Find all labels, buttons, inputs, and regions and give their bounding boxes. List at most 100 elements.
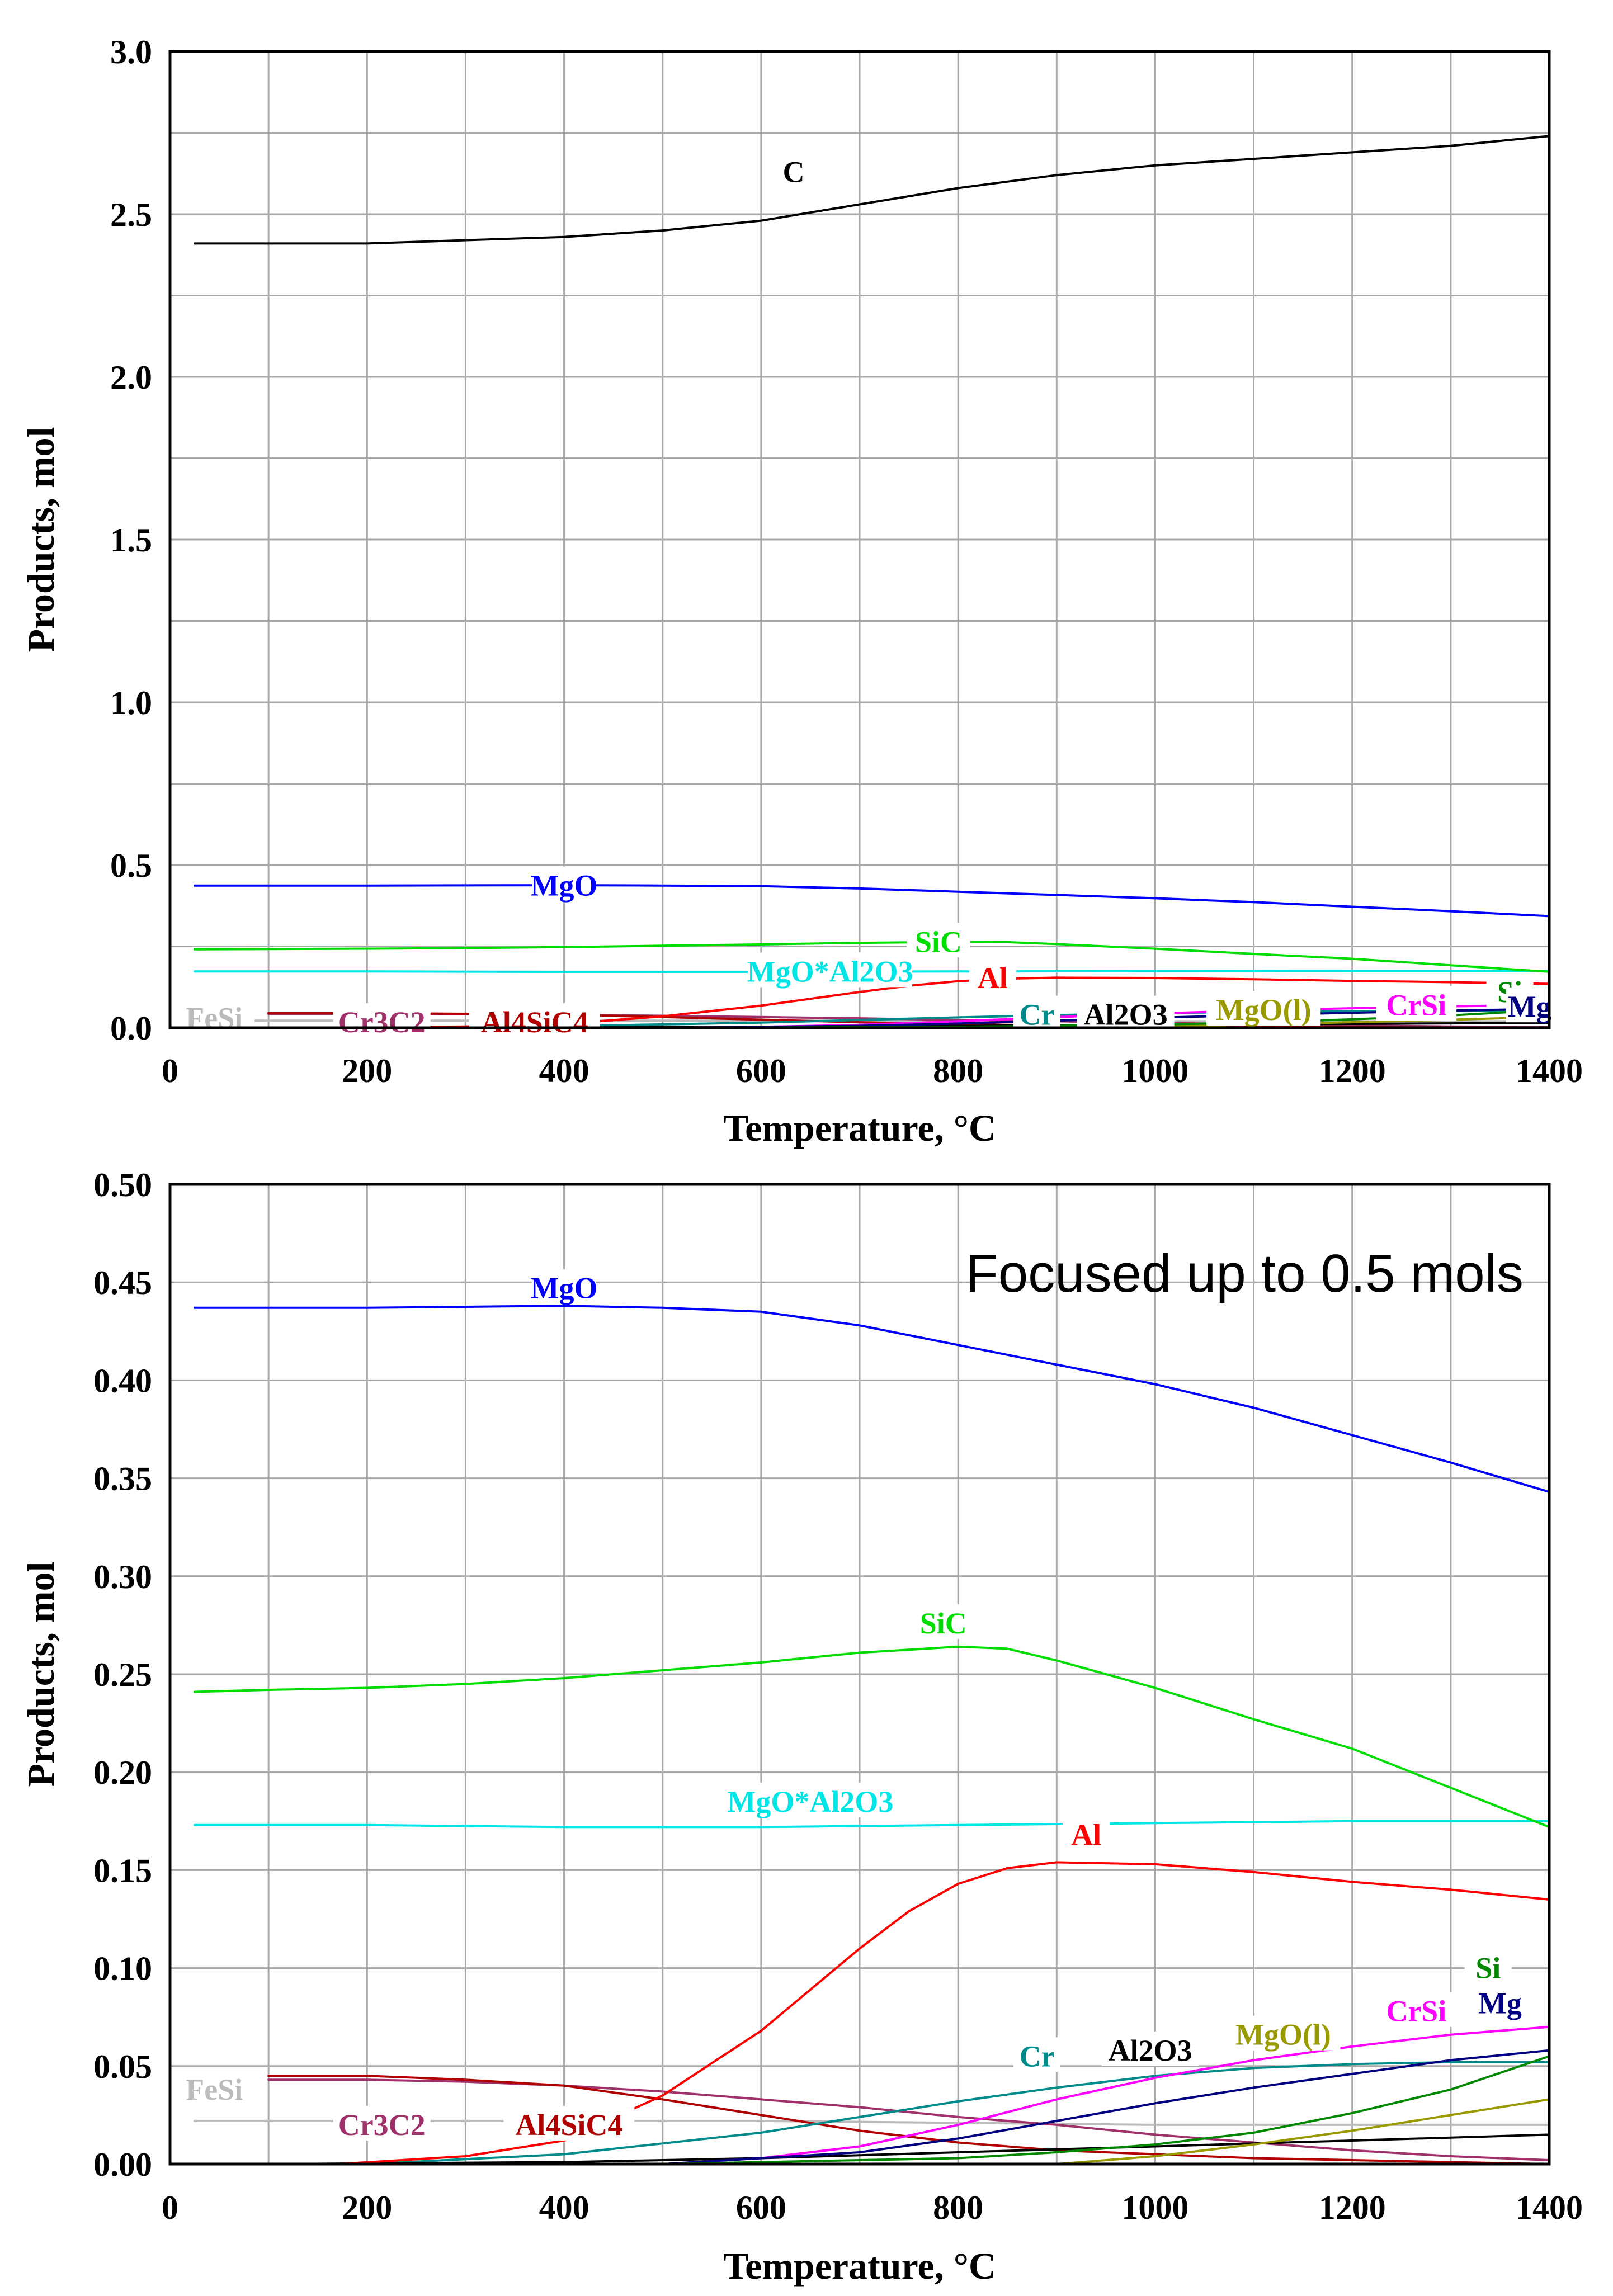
x-tick-label: 600 bbox=[736, 1052, 786, 1089]
x-axis-label: Temperature, °C bbox=[723, 2245, 996, 2287]
y-tick-label: 0.25 bbox=[93, 1656, 152, 1693]
series-label-mgo-l-: MgO(l) bbox=[1235, 2018, 1331, 2052]
series-label-background bbox=[469, 1003, 600, 1038]
x-tick-label: 200 bbox=[342, 1052, 392, 1089]
y-tick-label: 2.0 bbox=[110, 359, 152, 396]
series-label-al4sic4: Al4SiC4 bbox=[515, 2108, 622, 2142]
x-tick-label: 0 bbox=[162, 2189, 178, 2226]
series-label-background bbox=[503, 2105, 635, 2141]
series-label-cr3c2: Cr3C2 bbox=[338, 1005, 426, 1039]
series-label-al: Al bbox=[1071, 1818, 1101, 1851]
series-label-mgo: MgO bbox=[531, 1272, 598, 1305]
plot-frame bbox=[168, 50, 1551, 1029]
series-line-sic bbox=[194, 1645, 1550, 1829]
series-label-background bbox=[728, 1782, 893, 1817]
y-tick-label: 0.15 bbox=[93, 1852, 152, 1889]
series-lines bbox=[194, 1305, 1550, 2165]
x-tick-label: 400 bbox=[539, 1052, 589, 1089]
y-tick-label: 0.5 bbox=[110, 847, 152, 884]
y-tick-label: 0.20 bbox=[93, 1754, 152, 1791]
series-label-background bbox=[1077, 995, 1175, 1031]
series-line-fesi bbox=[194, 2119, 1550, 2126]
series-label-background bbox=[1376, 986, 1457, 1021]
series-line-mgo-al2o3 bbox=[194, 1820, 1550, 1829]
y-tick-label: 0.45 bbox=[93, 1264, 152, 1301]
series-label-c: C bbox=[782, 155, 804, 188]
series-label-background bbox=[1206, 990, 1321, 1026]
series-label-al2o3: Al2O3 bbox=[1084, 998, 1168, 1032]
x-tick-label: 800 bbox=[933, 2189, 983, 2226]
chart-full-range: CMgOSiCMgO*Al2O3AlSiMgCrSiMgO(l)Al2O3CrA… bbox=[20, 34, 1583, 1149]
series-line-c bbox=[194, 135, 1550, 245]
series-line-mgo-l- bbox=[1055, 2098, 1550, 2165]
x-tick-label: 1000 bbox=[1121, 2189, 1188, 2226]
focus-annotation: Focused up to 0.5 mols bbox=[965, 1244, 1524, 1303]
x-tick-label: 1400 bbox=[1516, 1052, 1583, 1089]
x-ticks: 0 200 400 600 800 1000 1200 1400 bbox=[162, 2189, 1583, 2226]
y-axis-label: Products, mol bbox=[20, 427, 62, 653]
x-tick-label: 1200 bbox=[1319, 2189, 1386, 2226]
x-axis-label: Temperature, °C bbox=[723, 1107, 996, 1149]
y-ticks: 0.0 0.5 1.0 1.5 2.0 2.5 3.0 bbox=[110, 34, 152, 1047]
series-label-background bbox=[333, 1003, 431, 1038]
x-tick-label: 0 bbox=[162, 1052, 178, 1089]
series-label-cr: Cr bbox=[1020, 2039, 1055, 2073]
series-line-cr3c2 bbox=[267, 2078, 1550, 2161]
series-label-background bbox=[1506, 988, 1553, 1023]
series-label-background bbox=[911, 1604, 975, 1639]
y-tick-label: 0.0 bbox=[110, 1010, 152, 1047]
series-label-mgo: MgO bbox=[531, 869, 598, 903]
series-label-al: Al bbox=[978, 961, 1008, 995]
series-label-background bbox=[778, 153, 809, 188]
series-label-mgo-l-: MgO(l) bbox=[1216, 993, 1312, 1027]
series-label-mgo-al2o3: MgO*Al2O3 bbox=[727, 1785, 893, 1818]
series-label-mg: Mg bbox=[1508, 990, 1551, 1023]
y-tick-label: 1.5 bbox=[110, 522, 152, 559]
series-line-cr bbox=[366, 2061, 1550, 2165]
series-label-fesi: FeSi bbox=[186, 2073, 243, 2106]
series-label-background bbox=[1013, 995, 1061, 1031]
series-label-background bbox=[333, 2105, 431, 2141]
y-axis-label: Products, mol bbox=[20, 1562, 62, 1787]
series-label-background bbox=[532, 1269, 596, 1304]
series-label-background bbox=[1013, 2037, 1061, 2072]
y-tick-label: 0.10 bbox=[93, 1950, 152, 1987]
y-tick-label: 0.50 bbox=[93, 1166, 152, 1203]
series-label-background bbox=[174, 2070, 255, 2105]
x-ticks: 0 200 400 600 800 1000 1200 1400 bbox=[162, 1052, 1583, 1089]
series-line-mgo bbox=[194, 1305, 1550, 1494]
series-label-al2o3: Al2O3 bbox=[1109, 2034, 1192, 2067]
series-label-background bbox=[969, 958, 1016, 994]
series-label-mg: Mg bbox=[1478, 1987, 1522, 2020]
y-tick-label: 0.30 bbox=[93, 1558, 152, 1595]
series-label-cr3c2: Cr3C2 bbox=[338, 2108, 426, 2142]
series-label-background bbox=[1101, 2031, 1199, 2066]
series-line-al2o3 bbox=[267, 2133, 1550, 2165]
series-label-background bbox=[1226, 2015, 1341, 2051]
x-tick-label: 1400 bbox=[1516, 2189, 1583, 2226]
y-tick-label: 0.00 bbox=[93, 2146, 152, 2183]
series-label-crsi: CrSi bbox=[1386, 988, 1446, 1022]
y-tick-label: 0.40 bbox=[93, 1362, 152, 1399]
y-tick-label: 0.35 bbox=[93, 1461, 152, 1497]
series-label-background bbox=[906, 923, 970, 958]
series-label-si: Si bbox=[1475, 1952, 1501, 1985]
series-line-mg bbox=[661, 2049, 1550, 2165]
x-tick-label: 400 bbox=[539, 2189, 589, 2226]
grid bbox=[170, 51, 1549, 1028]
series-label-cr: Cr bbox=[1020, 998, 1055, 1032]
series-line-crsi bbox=[661, 2025, 1550, 2165]
series-label-background bbox=[1376, 1992, 1457, 2027]
series-label-background bbox=[1476, 1984, 1524, 2019]
series-label-mgo-al2o3: MgO*Al2O3 bbox=[747, 955, 913, 988]
x-tick-label: 1000 bbox=[1121, 1052, 1188, 1089]
plot-frame bbox=[168, 1183, 1551, 2166]
x-tick-label: 1200 bbox=[1319, 1052, 1386, 1089]
y-tick-label: 0.05 bbox=[93, 2048, 152, 2085]
x-tick-label: 600 bbox=[736, 2189, 786, 2226]
series-label-background bbox=[748, 952, 913, 988]
series-label-al4sic4: Al4SiC4 bbox=[481, 1005, 588, 1039]
